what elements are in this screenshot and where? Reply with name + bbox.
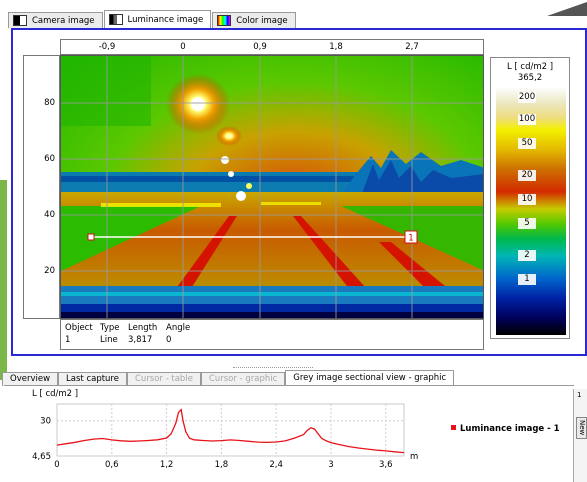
legend-label: 2 — [518, 250, 536, 261]
false-color-luminance-image[interactable]: 1 — [60, 55, 484, 319]
side-panel-marker: 1 — [577, 391, 582, 399]
section-line-object[interactable]: 1 — [87, 230, 418, 244]
x-tick-label: 1,8 — [215, 460, 229, 470]
y-axis-label: L [ cd/m2 ] — [32, 389, 78, 399]
x-tick-label: 0,6 — [105, 460, 119, 470]
luminance-image-panel: -0,9 0 0,9 1,8 2,7 80 60 40 20 — [11, 28, 587, 356]
table-header: Type — [100, 323, 120, 333]
table-cell[interactable]: 1 — [65, 335, 71, 345]
window-left-edge — [0, 180, 7, 380]
table-header: Angle — [166, 323, 191, 333]
legend-max-value: 365,2 — [517, 73, 543, 83]
new-button[interactable]: New — [576, 417, 587, 439]
splitter-grip[interactable] — [233, 367, 313, 368]
tab-label: Color image — [236, 15, 288, 26]
tab-label: Luminance image — [127, 14, 204, 25]
x-axis-label: m — [410, 452, 418, 462]
x-tick-label: 3,6 — [379, 460, 393, 470]
table-header: Object — [65, 323, 93, 333]
x-tick-label: 2,4 — [269, 460, 283, 470]
analysis-tabs: Overview Last capture Cursor - table Cur… — [2, 370, 455, 386]
y-tick-label: 20 — [44, 266, 55, 276]
x-tick-label: 1,8 — [329, 42, 343, 52]
camera-image-icon — [13, 15, 27, 26]
y-tick-label: 60 — [44, 154, 55, 164]
image-type-tabs: Camera image Luminance image Color image — [8, 10, 297, 28]
legend-label: 20 — [518, 170, 536, 181]
x-tick-label: 0,9 — [253, 42, 267, 52]
legend-label: 5 — [518, 218, 536, 229]
tab-color-image[interactable]: Color image — [212, 12, 296, 28]
y-tick-label: 80 — [44, 98, 55, 108]
legend-color-scale: 200 100 50 20 10 5 2 1 — [496, 88, 566, 335]
y-tick-label: 30 — [40, 417, 51, 427]
side-panel: 1 New — [573, 389, 587, 482]
tab-last-capture[interactable]: Last capture — [58, 372, 127, 386]
legend-swatch — [451, 425, 456, 430]
table-header: Length — [128, 323, 158, 333]
table-cell[interactable]: 0 — [166, 335, 172, 345]
legend-label: 200 — [518, 92, 536, 103]
legend-title: L [ cd/m2 ] — [506, 62, 554, 72]
x-tick-label: 0 — [54, 460, 59, 470]
luminance-image-icon — [108, 14, 123, 25]
legend-entry: Luminance image - 1 — [460, 424, 560, 434]
objects-table: Object Type Length Angle 1 Line 3,817 0 — [60, 319, 484, 350]
image-x-axis: -0,9 0 0,9 1,8 2,7 — [60, 39, 484, 55]
tab-cursor-graphic[interactable]: Cursor - graphic — [200, 372, 286, 386]
section-line-label: 1 — [408, 234, 413, 244]
table-cell[interactable]: 3,817 — [128, 335, 153, 345]
color-image-icon — [217, 15, 232, 26]
series-line — [56, 408, 405, 454]
x-tick-label: 2,7 — [405, 42, 419, 52]
x-tick-label: 3 — [328, 460, 333, 470]
legend-label: 10 — [518, 194, 536, 205]
x-tick-label: -0,9 — [98, 42, 116, 52]
luminance-scale-legend: L [ cd/m2 ] 365,2 200 100 50 20 10 5 2 1 — [490, 57, 570, 339]
tab-label: Camera image — [32, 15, 95, 26]
window-corner-decoration — [547, 2, 587, 16]
table-cell[interactable]: Line — [100, 335, 118, 345]
tab-luminance-image[interactable]: Luminance image — [103, 10, 212, 28]
legend-label: 1 — [518, 274, 536, 285]
tab-grey-image-sectional-view[interactable]: Grey image sectional view - graphic — [285, 370, 455, 386]
legend-label: 50 — [518, 138, 536, 149]
x-tick-label: 1,2 — [160, 460, 174, 470]
plot-area — [56, 403, 405, 457]
y-tick-label: 40 — [44, 210, 55, 220]
tab-overview[interactable]: Overview — [2, 372, 59, 386]
tab-cursor-table[interactable]: Cursor - table — [126, 372, 201, 386]
x-tick-label: 0 — [180, 42, 186, 52]
legend-label: 100 — [518, 114, 536, 125]
image-y-axis: 80 60 40 20 — [23, 55, 60, 319]
y-tick-label: 4,65 — [32, 452, 51, 462]
sectional-view-chart[interactable]: 0 0,6 1,2 1,8 2,4 3 3,6 30 4,65 L [ cd/m2 ] m Lumin… — [4, 385, 574, 482]
tab-camera-image[interactable]: Camera image — [8, 12, 103, 28]
